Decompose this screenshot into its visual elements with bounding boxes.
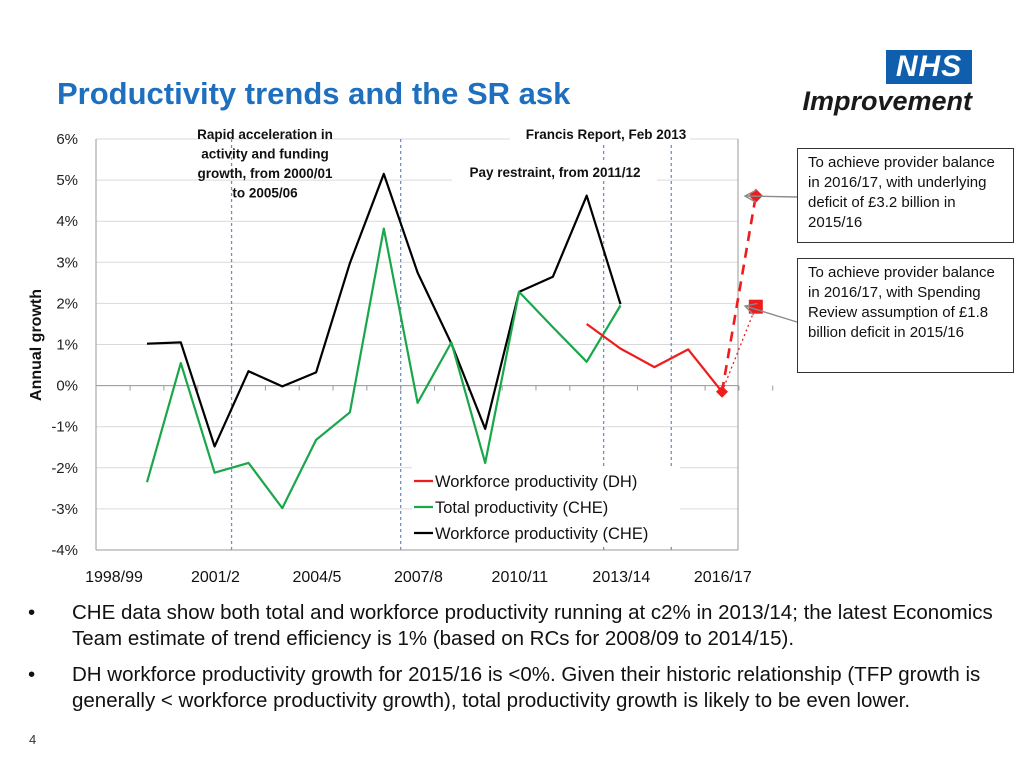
annotation-pay-restraint: Pay restraint, from 2011/12 xyxy=(469,165,640,180)
callout-arrow-underlying xyxy=(744,195,798,198)
y-tick-label: 6% xyxy=(56,131,78,148)
y-tick-label: -4% xyxy=(51,542,78,559)
annotation-francis-report: Francis Report, Feb 2013 xyxy=(526,127,687,142)
y-tick-label: -1% xyxy=(51,419,78,436)
annotation-line: growth, from 2000/01 xyxy=(197,166,333,181)
callout-arrows xyxy=(743,189,798,323)
series-lines xyxy=(145,172,723,510)
y-tick-label: -2% xyxy=(51,460,78,477)
series-line xyxy=(586,323,723,393)
list-item: • DH workforce productivity growth for 2… xyxy=(28,662,1003,714)
y-tick-label: 4% xyxy=(56,213,78,230)
nhs-logo-badge: NHS xyxy=(886,50,972,84)
x-tick-label: 1998/99 xyxy=(85,569,143,586)
callout-note-underlying-deficit: To achieve provider balance in 2016/17, … xyxy=(797,148,1014,243)
annotation-bg xyxy=(452,162,657,181)
annotation-bg xyxy=(510,125,690,144)
callout-arrow-spending-review xyxy=(744,305,798,323)
page-title: Productivity trends and the SR ask xyxy=(57,76,571,111)
nhs-improvement-logo: NHS Improvement xyxy=(786,50,976,122)
logo-wordmark: Improvement xyxy=(802,86,972,116)
x-tick-label: 2004/5 xyxy=(292,569,341,586)
x-tick-label: 2013/14 xyxy=(592,569,650,586)
x-tick-label: 2007/8 xyxy=(394,569,443,586)
productivity-chart: 6% 5% 4% 3% 2% 1% 0% -1% -2% -3% -4% 1998/99 2001/2 2… xyxy=(28,125,798,586)
page-number: 4 xyxy=(29,732,37,747)
bullet-marker: • xyxy=(28,601,36,624)
y-tick-label: 5% xyxy=(56,172,78,189)
y-tick-label: 3% xyxy=(56,254,78,271)
y-tick-label: -3% xyxy=(51,501,78,518)
chart-legend: Workforce productivity (DH) Total product… xyxy=(412,467,680,545)
axes xyxy=(95,139,774,551)
y-axis-title: Annual growth xyxy=(28,289,45,401)
legend-label: Workforce productivity (DH) xyxy=(435,473,637,491)
x-tick-label: 2010/11 xyxy=(492,569,549,586)
legend-bg xyxy=(412,519,680,545)
legend-bg xyxy=(412,467,680,493)
chart-labels: 6% 5% 4% 3% 2% 1% 0% -1% -2% -3% -4% 1998/99 2001/2 2… xyxy=(28,125,752,586)
callout-arrow-spending-review-head xyxy=(743,302,758,316)
bullet-list: • CHE data show both total and workforce… xyxy=(28,600,1003,724)
y-tick-label: 1% xyxy=(56,337,78,354)
callout-note-spending-review: To achieve provider balance in 2016/17, … xyxy=(797,258,1014,373)
legend-bg xyxy=(412,493,680,519)
x-tick-label: 2001/2 xyxy=(191,569,240,586)
annotation-line: to 2005/06 xyxy=(232,186,298,201)
y-tick-label: 0% xyxy=(56,378,78,395)
projection-line xyxy=(721,306,757,393)
bullet-text: CHE data show both total and workforce p… xyxy=(72,601,993,650)
annotation-rapid-acceleration: Rapid acceleration in activity and fundin… xyxy=(197,127,333,201)
bullet-text: DH workforce productivity growth for 201… xyxy=(72,663,981,712)
x-tick-label: 2016/17 xyxy=(694,569,752,586)
projection-line xyxy=(720,195,758,392)
bullet-marker: • xyxy=(28,663,36,686)
y-tick-label: 2% xyxy=(56,295,78,312)
annotation-line: Rapid acceleration in xyxy=(197,127,333,142)
series-line xyxy=(145,227,622,510)
projections xyxy=(716,188,763,398)
legend-label: Total productivity (CHE) xyxy=(435,499,608,517)
list-item: • CHE data show both total and workforce… xyxy=(28,600,1003,652)
series-line xyxy=(146,172,622,448)
legend-label: Workforce productivity (CHE) xyxy=(435,525,648,543)
callout-arrow-underlying-head xyxy=(743,189,757,203)
annotation-line: activity and funding xyxy=(201,147,329,162)
projection-start-marker xyxy=(716,385,728,398)
